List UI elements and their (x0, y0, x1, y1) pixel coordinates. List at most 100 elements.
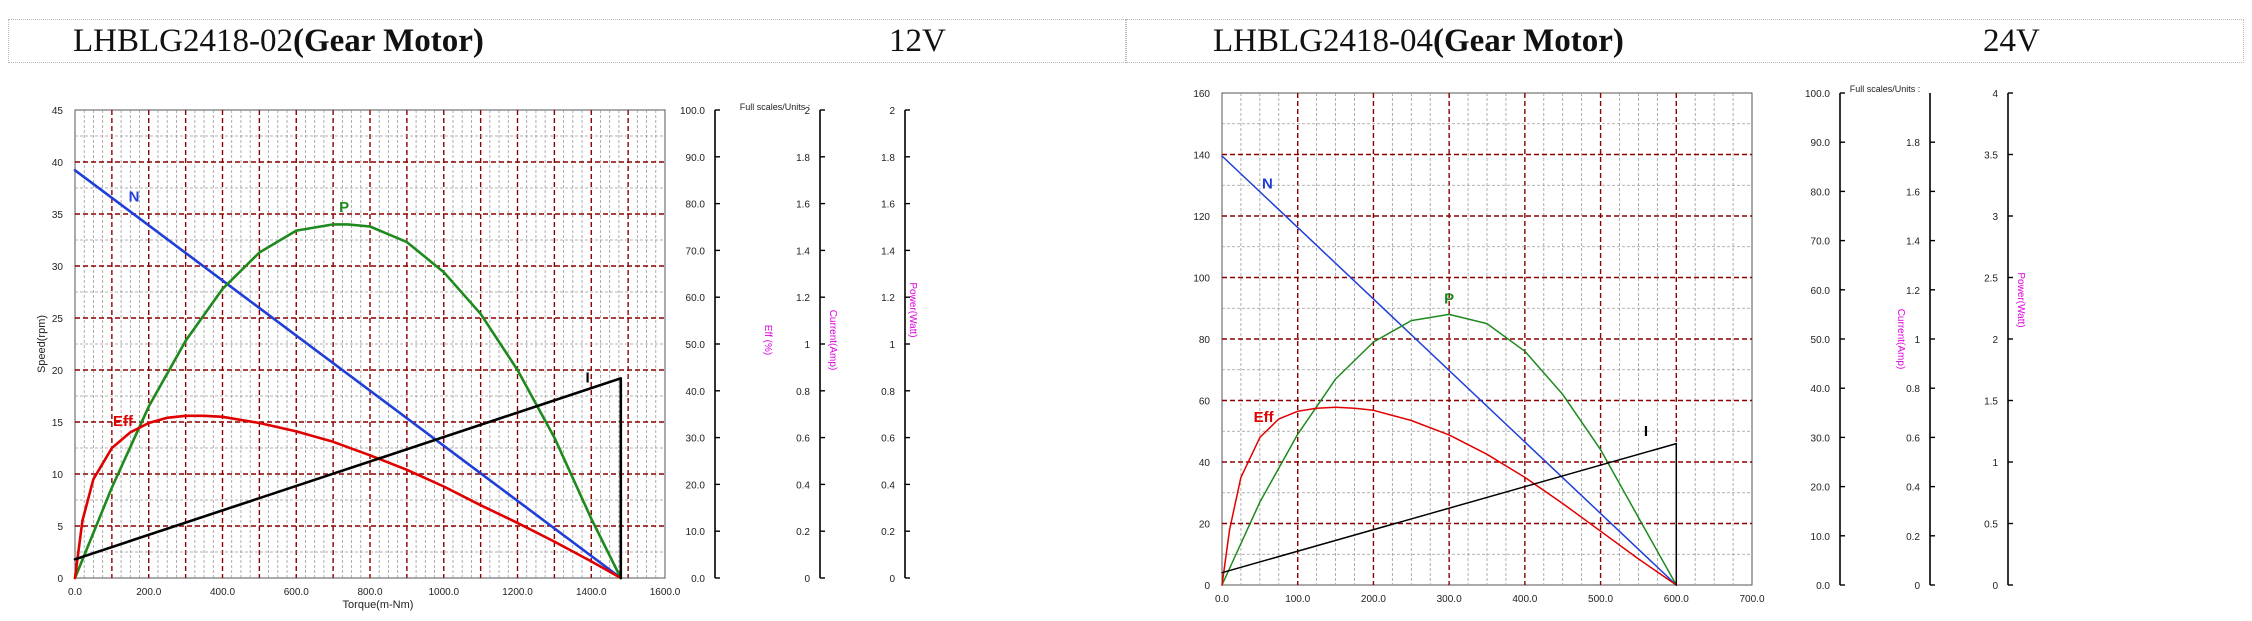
axis3-tick-label: 0.6 (1906, 433, 1920, 444)
axis4-tick-label: 1.8 (881, 153, 895, 164)
y-tick-label: 40 (52, 158, 64, 169)
y-axis-title: Speed(rpm) (36, 315, 48, 373)
series-line-p (1221, 313, 1678, 586)
axis3-tick-label: 1.6 (796, 200, 810, 211)
axis2-tick-label: 40.0 (1811, 384, 1831, 395)
x-tick-label: 600.0 (1664, 594, 1689, 605)
axis3-tick-label: 1.2 (796, 293, 810, 304)
x-tick-label: 1400.0 (576, 587, 607, 598)
axis3-tick-label: 1.6 (1906, 187, 1920, 198)
y-tick-label: 5 (57, 522, 63, 533)
series-label-i: I (585, 369, 589, 386)
axis4-tick-label: 0.5 (1984, 520, 1998, 531)
axis4-tick-label: 0.2 (881, 527, 895, 538)
series-line-i (73, 376, 623, 580)
x-tick-label: 0.0 (68, 587, 82, 598)
series-line-eff (73, 414, 623, 580)
panel-2-voltage: 24V (1983, 23, 2040, 59)
x-tick-label: 1600.0 (650, 587, 681, 598)
axis4-tick-label: 1.5 (1984, 397, 1998, 408)
panel-1-header: LHBLG2418-02(Gear Motor) 12V (8, 19, 1126, 63)
axis2-tick-label: 100.0 (1805, 89, 1830, 100)
axis4-tick-label: 1.6 (881, 200, 895, 211)
axis2-tick-label: 80.0 (686, 200, 706, 211)
axis3-tick-label: 1.4 (796, 246, 810, 257)
axis3-tick-label: 0.4 (1906, 483, 1920, 494)
axis2-label: Eff (%) (762, 325, 773, 355)
y-tick-label: 10 (52, 470, 64, 481)
axis3-tick-label: 1.2 (1906, 286, 1920, 297)
axis2-tick-label: 20.0 (686, 480, 706, 491)
y-tick-label: 0 (1204, 581, 1210, 592)
x-tick-label: 400.0 (1512, 594, 1537, 605)
axis4-label: Power(Watt) (907, 282, 918, 337)
y-tick-label: 60 (1199, 397, 1211, 408)
axis3-tick-label: 0 (804, 574, 810, 585)
x-tick-label: 1000.0 (428, 587, 459, 598)
axis4-tick-label: 4 (1992, 89, 1998, 100)
axis3-tick-label: 0.8 (796, 387, 810, 398)
x-tick-label: 0.0 (1215, 594, 1229, 605)
axis4-tick-label: 2.5 (1984, 274, 1998, 285)
axis2-tick-label: 30.0 (686, 434, 706, 445)
axis3-tick-label: 0.8 (1906, 384, 1920, 395)
y-tick-label: 25 (52, 314, 64, 325)
axis3-tick-label: 1 (804, 340, 810, 351)
axis3-tick-label: 0.6 (796, 434, 810, 445)
panel-2-header: LHBLG2418-04(Gear Motor) 24V (1126, 19, 2244, 63)
axis3-label: Current(Amp) (1895, 309, 1906, 370)
y-tick-label: 20 (1199, 520, 1211, 531)
y-tick-label: 80 (1199, 335, 1211, 346)
axis3-tick-label: 1.8 (796, 153, 810, 164)
axis4-tick-label: 2 (889, 106, 895, 117)
axis2-tick-label: 90.0 (686, 153, 706, 164)
y-tick-label: 40 (1199, 458, 1211, 469)
x-tick-label: 1200.0 (502, 587, 533, 598)
x-axis-title: Torque(m-Nm) (343, 599, 414, 611)
axis4-tick-label: 1 (1992, 458, 1998, 469)
axis4-tick-label: 3.5 (1984, 151, 1998, 162)
axis2-tick-label: 80.0 (1811, 187, 1831, 198)
series-label-eff: Eff (1254, 409, 1275, 426)
axis4-tick-label: 1.2 (881, 293, 895, 304)
axis2-tick-label: 30.0 (1811, 433, 1831, 444)
axis3-tick-label: 2 (804, 106, 810, 117)
axis4-tick-label: 2 (1992, 335, 1998, 346)
axis2-tick-label: 70.0 (686, 246, 706, 257)
series-line-n (73, 169, 623, 580)
y-tick-label: 20 (52, 366, 64, 377)
axis3-tick-label: 1.4 (1906, 237, 1920, 248)
x-tick-label: 400.0 (210, 587, 235, 598)
axis2-tick-label: 70.0 (1811, 237, 1831, 248)
x-tick-label: 300.0 (1437, 594, 1462, 605)
y-tick-label: 15 (52, 418, 64, 429)
axis2-tick-label: 60.0 (1811, 286, 1831, 297)
axis2-tick-label: 0.0 (691, 574, 705, 585)
axis4-tick-label: 0 (889, 574, 895, 585)
axis2-tick-label: 90.0 (1811, 138, 1831, 149)
series-label-p: P (1444, 291, 1454, 308)
panel-1-model: LHBLG2418-02 (73, 23, 293, 59)
panel-2-model: LHBLG2418-04 (1213, 23, 1433, 59)
axis4-tick-label: 0.8 (881, 387, 895, 398)
series-label-i: I (1644, 423, 1648, 440)
x-tick-label: 200.0 (1361, 594, 1386, 605)
axis3-label: Current(Amp) (827, 310, 838, 371)
full-scales-header: Full scales/Units : (1850, 84, 1921, 94)
series-line-eff (1221, 406, 1678, 586)
y-tick-label: 30 (52, 262, 64, 273)
axis2-tick-label: 10.0 (1811, 532, 1831, 543)
full-scales-header: Full scales/Units : (740, 102, 811, 112)
axis2-tick-label: 40.0 (686, 387, 706, 398)
axis2-tick-label: 0.0 (1816, 581, 1830, 592)
axis3-tick-label: 0.2 (796, 527, 810, 538)
axis2-tick-label: 20.0 (1811, 483, 1831, 494)
series-label-p: P (339, 199, 349, 216)
series-label-eff: Eff (113, 413, 134, 430)
y-tick-label: 35 (52, 210, 64, 221)
axis4-label: Power(Watt) (2015, 272, 2026, 327)
axis3-tick-label: 0.4 (796, 480, 810, 491)
series-line-p (73, 223, 623, 580)
panel-1-type-label: (Gear Motor) (292, 23, 484, 59)
motor-chart-12v: 0.0 200.0 400.0 600.0 800.0 1000.0 1200.0 1400.… (36, 102, 918, 611)
